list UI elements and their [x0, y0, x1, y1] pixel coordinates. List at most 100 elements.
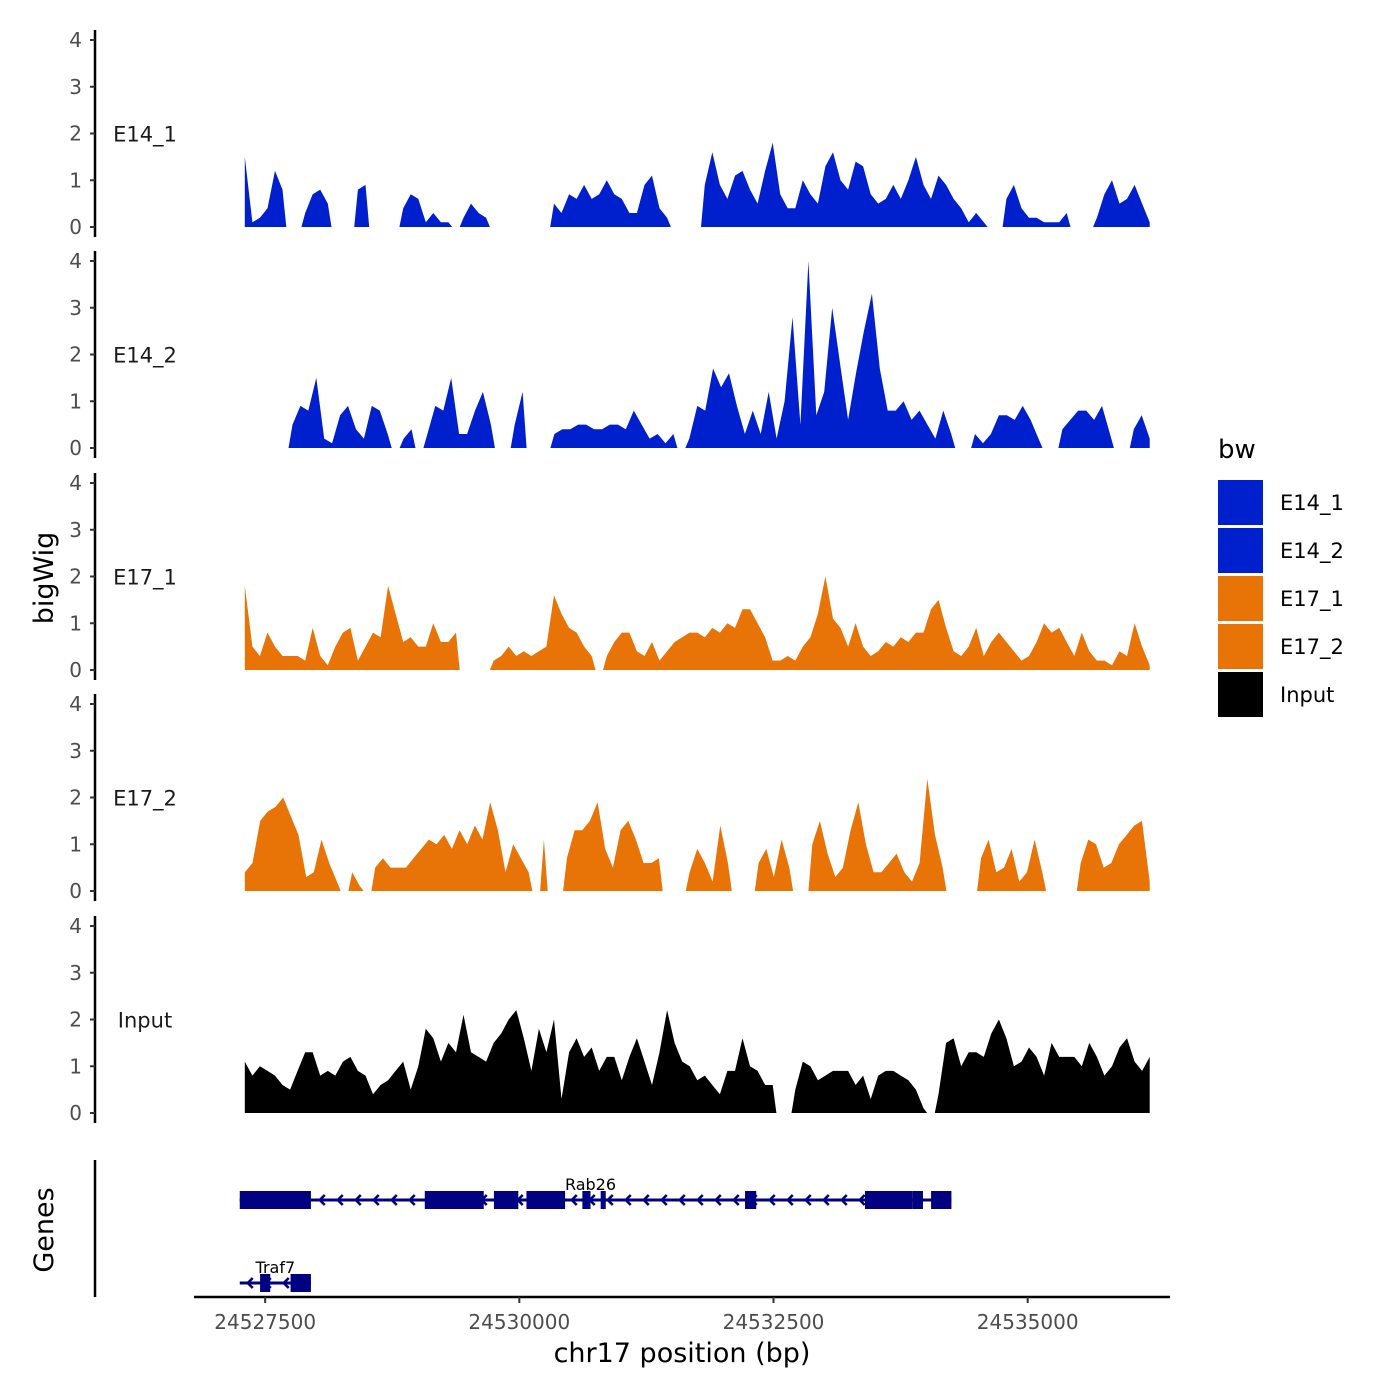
y-tick-label: 4	[69, 28, 82, 52]
y-tick-label: 1	[69, 1054, 82, 1078]
strand-arrow	[695, 1194, 704, 1206]
legend: bw E14_1 E14_2 E17_1 E17_2 Input	[1218, 435, 1344, 717]
gene-exon	[912, 1191, 923, 1209]
gene-exon	[865, 1191, 913, 1209]
gene-exon	[600, 1191, 606, 1209]
y-tick-label: 3	[69, 739, 82, 763]
gene-exon	[424, 1191, 484, 1209]
legend-label: E17_2	[1280, 635, 1344, 660]
legend-swatch-E17_2	[1218, 624, 1263, 669]
y-tick-label: 4	[69, 692, 82, 716]
gene-exon	[260, 1274, 271, 1292]
strand-arrow	[821, 1194, 830, 1206]
legend-label: E17_1	[1280, 587, 1344, 612]
strand-arrow	[569, 1194, 578, 1206]
y-tick-label: 4	[69, 249, 82, 273]
legend-title: bw	[1218, 435, 1256, 465]
strand-arrow	[659, 1194, 668, 1206]
x-tick-label: 24530000	[468, 1310, 570, 1334]
gene-label: Rab26	[565, 1175, 616, 1194]
genes-axis-title: Genes	[29, 1187, 60, 1272]
track-E14_2: 0 1 2 3 4 E14_2	[69, 249, 1150, 460]
strand-arrow	[641, 1194, 650, 1206]
y-tick-label: 3	[69, 518, 82, 542]
y-tick-label: 2	[69, 122, 82, 146]
gene-track: Rab26 Traf7	[93, 1160, 952, 1297]
y-tick-label: 2	[69, 565, 82, 589]
y-tick-label: 1	[69, 832, 82, 856]
track-E14_1: 0 1 2 3 4 E14_1	[69, 28, 1150, 239]
legend-label: E14_1	[1280, 491, 1344, 516]
y-tick-label: 4	[69, 471, 82, 495]
y-tick-label: 0	[69, 1101, 82, 1125]
gene-exon	[290, 1274, 311, 1292]
gene-exon	[745, 1191, 757, 1209]
strand-arrow	[407, 1194, 416, 1206]
strand-arrow	[245, 1277, 254, 1289]
y-tick-label: 1	[69, 611, 82, 635]
strand-arrow	[281, 1277, 290, 1289]
coverage-area-E17_2	[244, 778, 1150, 891]
coverage-area-Input	[244, 1010, 1150, 1113]
gene-Traf7: Traf7	[239, 1258, 311, 1292]
strand-arrow	[767, 1194, 776, 1206]
strand-arrow	[677, 1194, 686, 1206]
strand-arrow	[857, 1194, 866, 1206]
y-tick-label: 0	[69, 658, 82, 682]
x-tick-label: 24527500	[214, 1310, 316, 1334]
y-tick-label: 3	[69, 296, 82, 320]
strand-arrow	[371, 1194, 380, 1206]
gene-Rab26: Rab26	[239, 1175, 952, 1209]
y-tick-label: 3	[69, 75, 82, 99]
legend-swatch-Input	[1218, 672, 1263, 717]
gene-exon	[526, 1191, 566, 1209]
strand-arrow	[605, 1194, 614, 1206]
legend-swatch-E14_2	[1218, 528, 1263, 573]
track-label: E17_1	[113, 566, 177, 591]
x-tick-label: 24532500	[723, 1310, 825, 1334]
strand-arrow	[731, 1194, 740, 1206]
track-label: Input	[118, 1009, 172, 1033]
legend-label: E14_2	[1280, 539, 1344, 564]
strand-arrow	[803, 1194, 812, 1206]
gene-label: Traf7	[255, 1258, 296, 1277]
coverage-area-E14_2	[288, 261, 1150, 448]
y-axis-title: bigWig	[29, 532, 60, 625]
strand-arrow	[839, 1194, 848, 1206]
y-tick-label: 0	[69, 879, 82, 903]
y-tick-label: 2	[69, 343, 82, 367]
gene-exon	[931, 1191, 952, 1209]
y-tick-label: 2	[69, 786, 82, 810]
track-label: E17_2	[113, 787, 177, 812]
track-E17_1: 0 1 2 3 4 E17_1	[69, 471, 1150, 682]
strand-arrow	[389, 1194, 398, 1206]
y-tick-label: 3	[69, 961, 82, 985]
strand-arrow	[353, 1194, 362, 1206]
track-Input: 0 1 2 3 4 Input	[69, 914, 1150, 1125]
gene-exon	[239, 1191, 311, 1209]
y-tick-label: 4	[69, 914, 82, 938]
legend-swatch-E17_1	[1218, 576, 1263, 621]
coverage-tracks: 0 1 2 3 4 E14_1 0 1 2 3 4 E14_2 0 1 2 3 4 E17_1 0 1 2 3 4 E17_2…	[69, 28, 1150, 1125]
strand-arrow	[713, 1194, 722, 1206]
track-E17_2: 0 1 2 3 4 E17_2	[69, 692, 1150, 903]
strand-arrow	[785, 1194, 794, 1206]
track-label: E14_2	[113, 344, 177, 369]
x-tick-label: 24535000	[977, 1310, 1079, 1334]
y-tick-label: 1	[69, 389, 82, 413]
y-tick-label: 0	[69, 215, 82, 239]
x-axis: 24527500 24530000 24532500 24535000	[194, 1295, 1170, 1334]
coverage-area-E17_1	[244, 576, 1150, 670]
track-label: E14_1	[113, 123, 177, 148]
y-tick-label: 0	[69, 436, 82, 460]
gene-exon	[582, 1191, 591, 1209]
strand-arrow	[335, 1194, 344, 1206]
x-axis-title: chr17 position (bp)	[554, 1338, 811, 1369]
gene-exon	[493, 1191, 519, 1209]
y-tick-label: 2	[69, 1008, 82, 1032]
coverage-area-E14_1	[244, 142, 1150, 227]
strand-arrow	[317, 1194, 326, 1206]
legend-swatch-E14_1	[1218, 480, 1263, 525]
strand-arrow	[623, 1194, 632, 1206]
